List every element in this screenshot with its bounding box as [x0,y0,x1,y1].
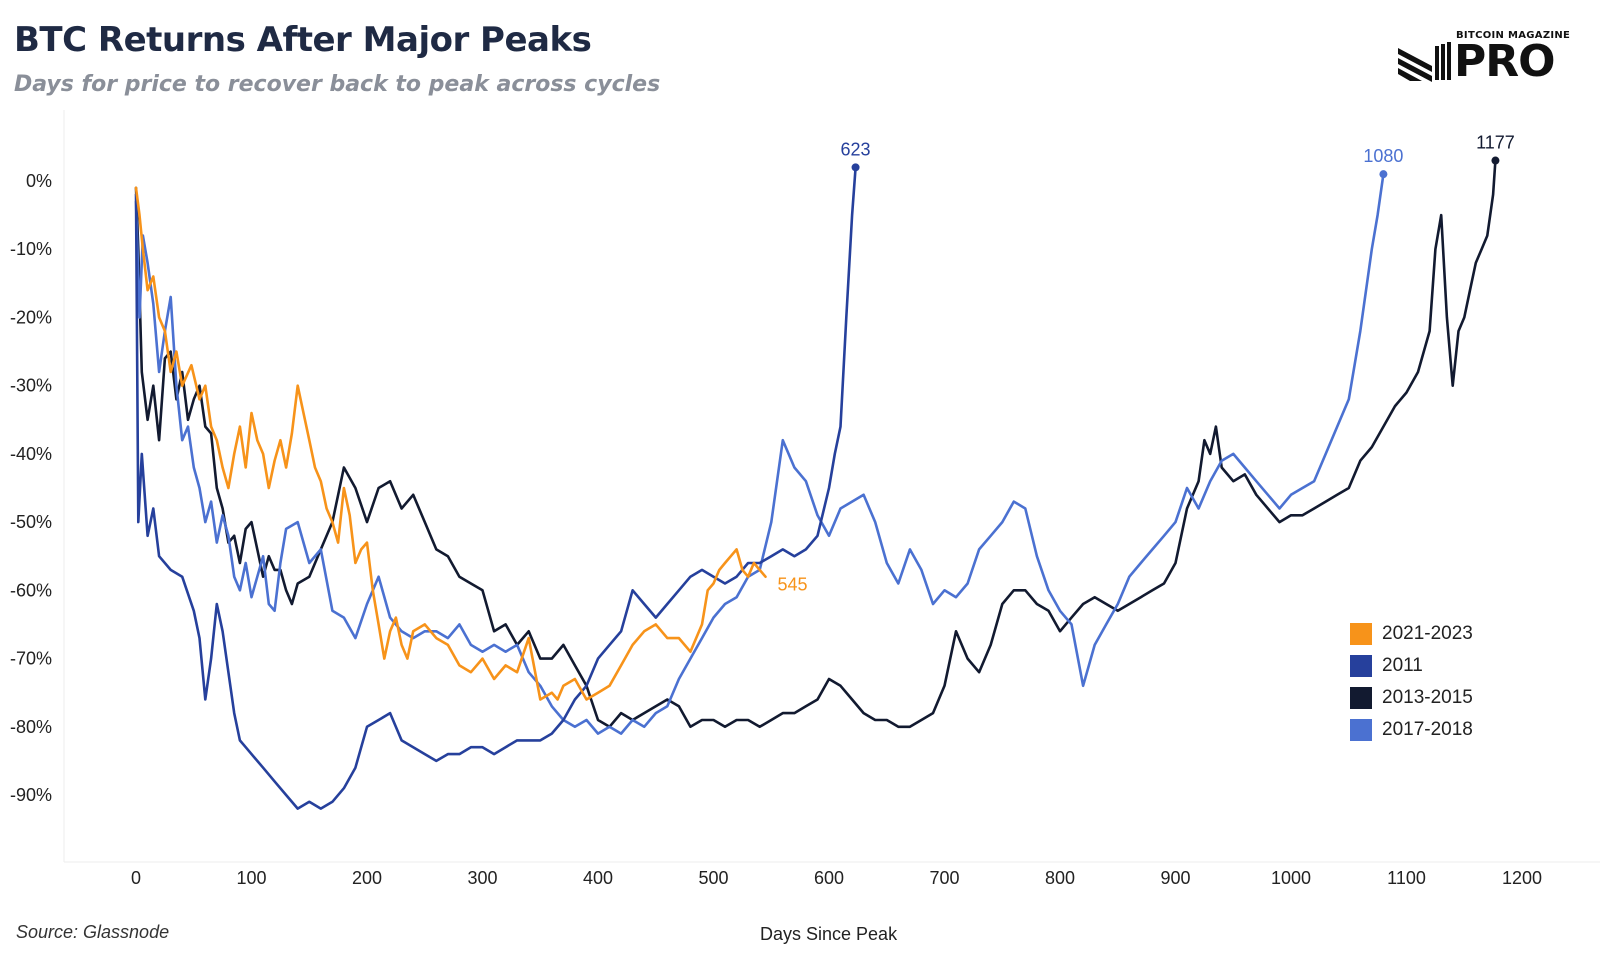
x-tick-label: 0 [131,868,141,888]
y-tick-label: -60% [10,580,52,600]
series-line-2011 [134,166,857,810]
series-end-marker-2017-2018 [1379,170,1388,179]
x-tick-label: 300 [467,868,497,888]
logo-main-text: PRO [1454,36,1556,87]
legend-item: 2017-2018 [1350,714,1473,746]
y-tick-label: -80% [10,717,52,737]
x-tick-label: 1000 [1271,868,1311,888]
series-end-marker-2011 [851,163,860,172]
y-tick-label: 0% [26,171,52,191]
x-tick-label: 200 [352,868,382,888]
x-axis-ticks: 0 100 200 300 400 500 600 700 800 900 1000 1100 1200 [131,868,1542,888]
series-line-2017-2018 [134,172,1385,735]
logo-top-text: BITCOIN MAGAZINE [1456,30,1571,41]
x-tick-label: 1200 [1502,868,1542,888]
series-layer [134,159,1497,810]
y-tick-label: -90% [10,785,52,805]
x-tick-label: 600 [814,868,844,888]
series-end-label-2017-2018: 1080 [1363,146,1403,166]
series-line-2013-2015 [134,159,1497,729]
y-tick-label: -50% [10,512,52,532]
x-tick-label: 400 [583,868,613,888]
legend: 2021-2023 2011 2013-2015 2017-2018 [1350,618,1473,746]
y-tick-label: -10% [10,239,52,259]
x-tick-label: 1100 [1387,868,1426,888]
x-tick-label: 700 [929,868,959,888]
series-end-label-2013-2015: 1177 [1476,133,1515,153]
x-tick-label: 500 [698,868,728,888]
legend-label: 2017-2018 [1382,719,1473,740]
legend-item: 2021-2023 [1350,618,1473,650]
legend-label: 2021-2023 [1382,623,1473,644]
x-axis-label: Days Since Peak [760,924,898,944]
x-tick-label: 800 [1045,868,1075,888]
x-tick-label: 900 [1160,868,1190,888]
series-end-label-2021-2023: 545 [777,575,807,595]
series-end-label-2011: 623 [841,139,871,159]
legend-label: 2013-2015 [1382,687,1473,708]
y-tick-label: -40% [10,444,52,464]
legend-swatch [1350,687,1372,709]
y-tick-label: -30% [10,376,52,396]
legend-swatch [1350,623,1372,645]
y-tick-label: -20% [10,307,52,327]
legend-swatch [1350,719,1372,741]
logo-stripes-icon [1398,42,1451,82]
legend-label: 2011 [1382,655,1423,676]
chart-subtitle: Days for price to recover back to peak a… [14,72,661,97]
legend-item: 2013-2015 [1350,682,1473,714]
x-tick-label: 100 [236,868,266,888]
end-labels: 1177 1080 623 545 [777,133,1514,595]
chart-title: BTC Returns After Major Peaks [14,20,592,60]
legend-swatch [1350,655,1372,677]
y-tick-label: -70% [10,649,52,669]
source-note: Source: Glassnode [16,922,170,942]
legend-item: 2011 [1350,650,1473,682]
y-axis-ticks: 0% -10% -20% -30% -40% -50% -60% -70% -80% -90% [10,171,52,805]
bitcoin-magazine-pro-logo: BITCOIN MAGAZINE PRO [1398,28,1588,88]
series-line-2021-2023 [134,186,767,701]
series-end-marker-2013-2015 [1491,156,1500,165]
